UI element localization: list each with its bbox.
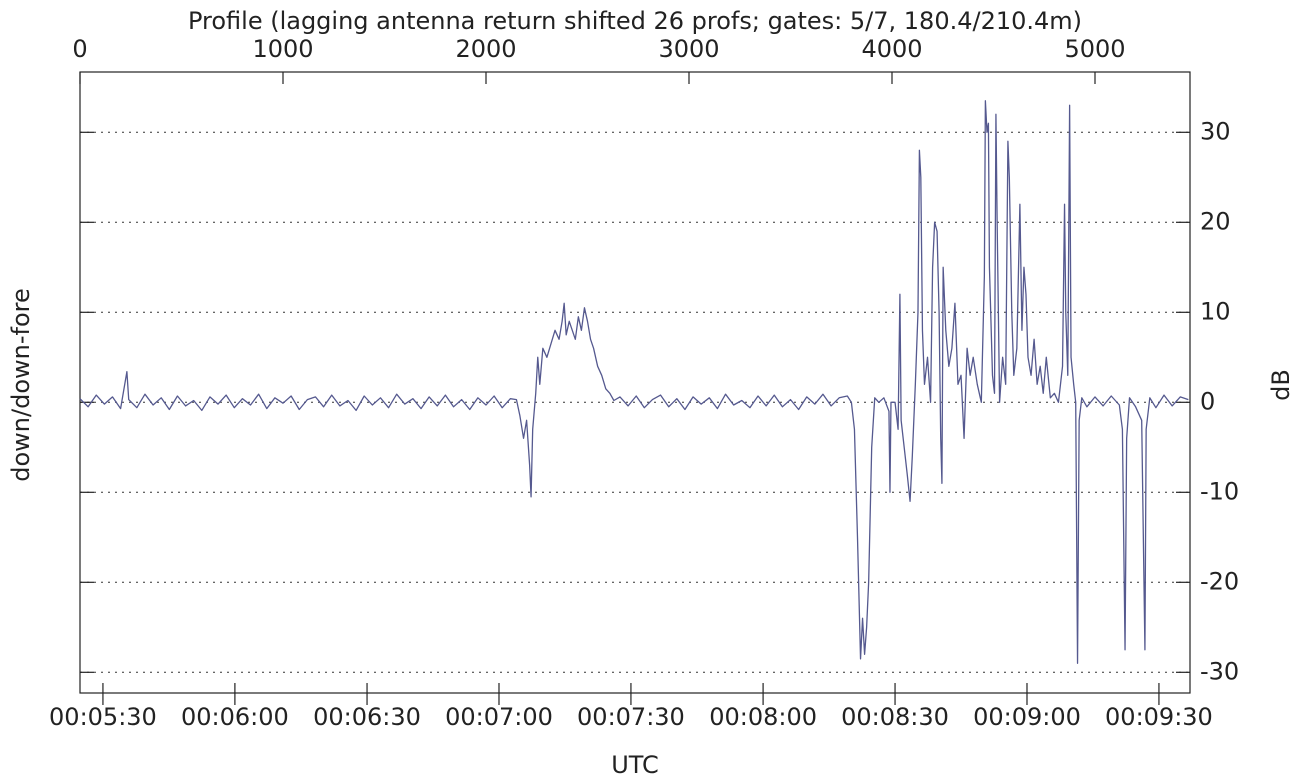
y2-axis-label: dB — [1267, 369, 1295, 401]
x-top-tick-label: 0 — [72, 35, 87, 63]
x-top-tick-label: 2000 — [455, 35, 516, 63]
x-bottom-tick-label: 00:08:00 — [709, 703, 817, 731]
x-axis-label: UTC — [611, 751, 659, 779]
chart-title: Profile (lagging antenna return shifted … — [188, 7, 1082, 35]
y2-tick-label: 30 — [1200, 117, 1231, 145]
y-axis-label: down/down-fore — [7, 288, 35, 482]
y2-tick-label: 0 — [1200, 387, 1215, 415]
data-line — [79, 100, 1189, 664]
y2-tick-label: -20 — [1200, 567, 1239, 595]
y2-tick-label: -10 — [1200, 477, 1239, 505]
x-top-tick-label: 1000 — [252, 35, 313, 63]
x-bottom-tick-label: 00:05:30 — [49, 703, 157, 731]
x-bottom-tick-label: 00:06:30 — [313, 703, 421, 731]
x-bottom-tick-label: 00:08:30 — [841, 703, 949, 731]
y2-tick-label: 20 — [1200, 207, 1231, 235]
x-bottom-tick-label: 00:07:00 — [445, 703, 553, 731]
x-bottom-tick-label: 00:09:30 — [1105, 703, 1213, 731]
plot-frame — [79, 71, 1191, 694]
x-bottom-tick-label: 00:09:00 — [973, 703, 1081, 731]
y2-tick-label: 10 — [1200, 297, 1231, 325]
y2-tick-label: -30 — [1200, 657, 1239, 685]
x-bottom-tick-label: 00:06:00 — [181, 703, 289, 731]
x-top-tick-label: 4000 — [861, 35, 922, 63]
x-top-tick-label: 5000 — [1064, 35, 1125, 63]
x-top-tick-label: 3000 — [658, 35, 719, 63]
x-bottom-tick-label: 00:07:30 — [577, 703, 685, 731]
